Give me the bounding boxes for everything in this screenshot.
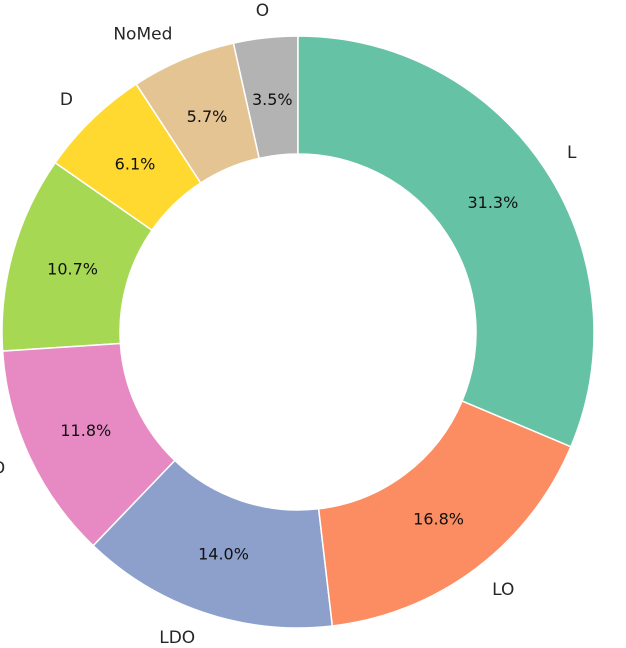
category-label-o: O	[256, 1, 269, 21]
category-label-l: L	[567, 143, 577, 163]
percent-label-ldo: 14.0%	[198, 544, 249, 563]
slice-lo	[317, 399, 572, 627]
percent-label-do: 10.7%	[47, 260, 98, 279]
percent-label-lo: 16.8%	[413, 510, 464, 529]
percent-label-ld: 11.8%	[60, 421, 111, 440]
slice-l	[297, 35, 595, 448]
slices-group	[1, 35, 595, 629]
percent-label-l: 31.3%	[467, 193, 518, 212]
category-label-lo: LO	[492, 580, 514, 600]
category-label-d: D	[60, 90, 73, 110]
percent-labels-group: 3.5% 5.7% 6.1% 10.7% 11.8% 14.0% 16.8% 31.3%	[47, 90, 518, 563]
percent-label-o: 3.5%	[252, 90, 293, 109]
percent-label-d: 6.1%	[115, 155, 156, 174]
category-label-ld: LD	[0, 458, 5, 478]
category-label-nomed: NoMed	[113, 24, 172, 44]
percent-label-nomed: 5.7%	[187, 107, 228, 126]
category-label-ldo: LDO	[159, 628, 195, 648]
category-labels-group: ONoMedDDOLDLDOLOL	[0, 1, 577, 648]
